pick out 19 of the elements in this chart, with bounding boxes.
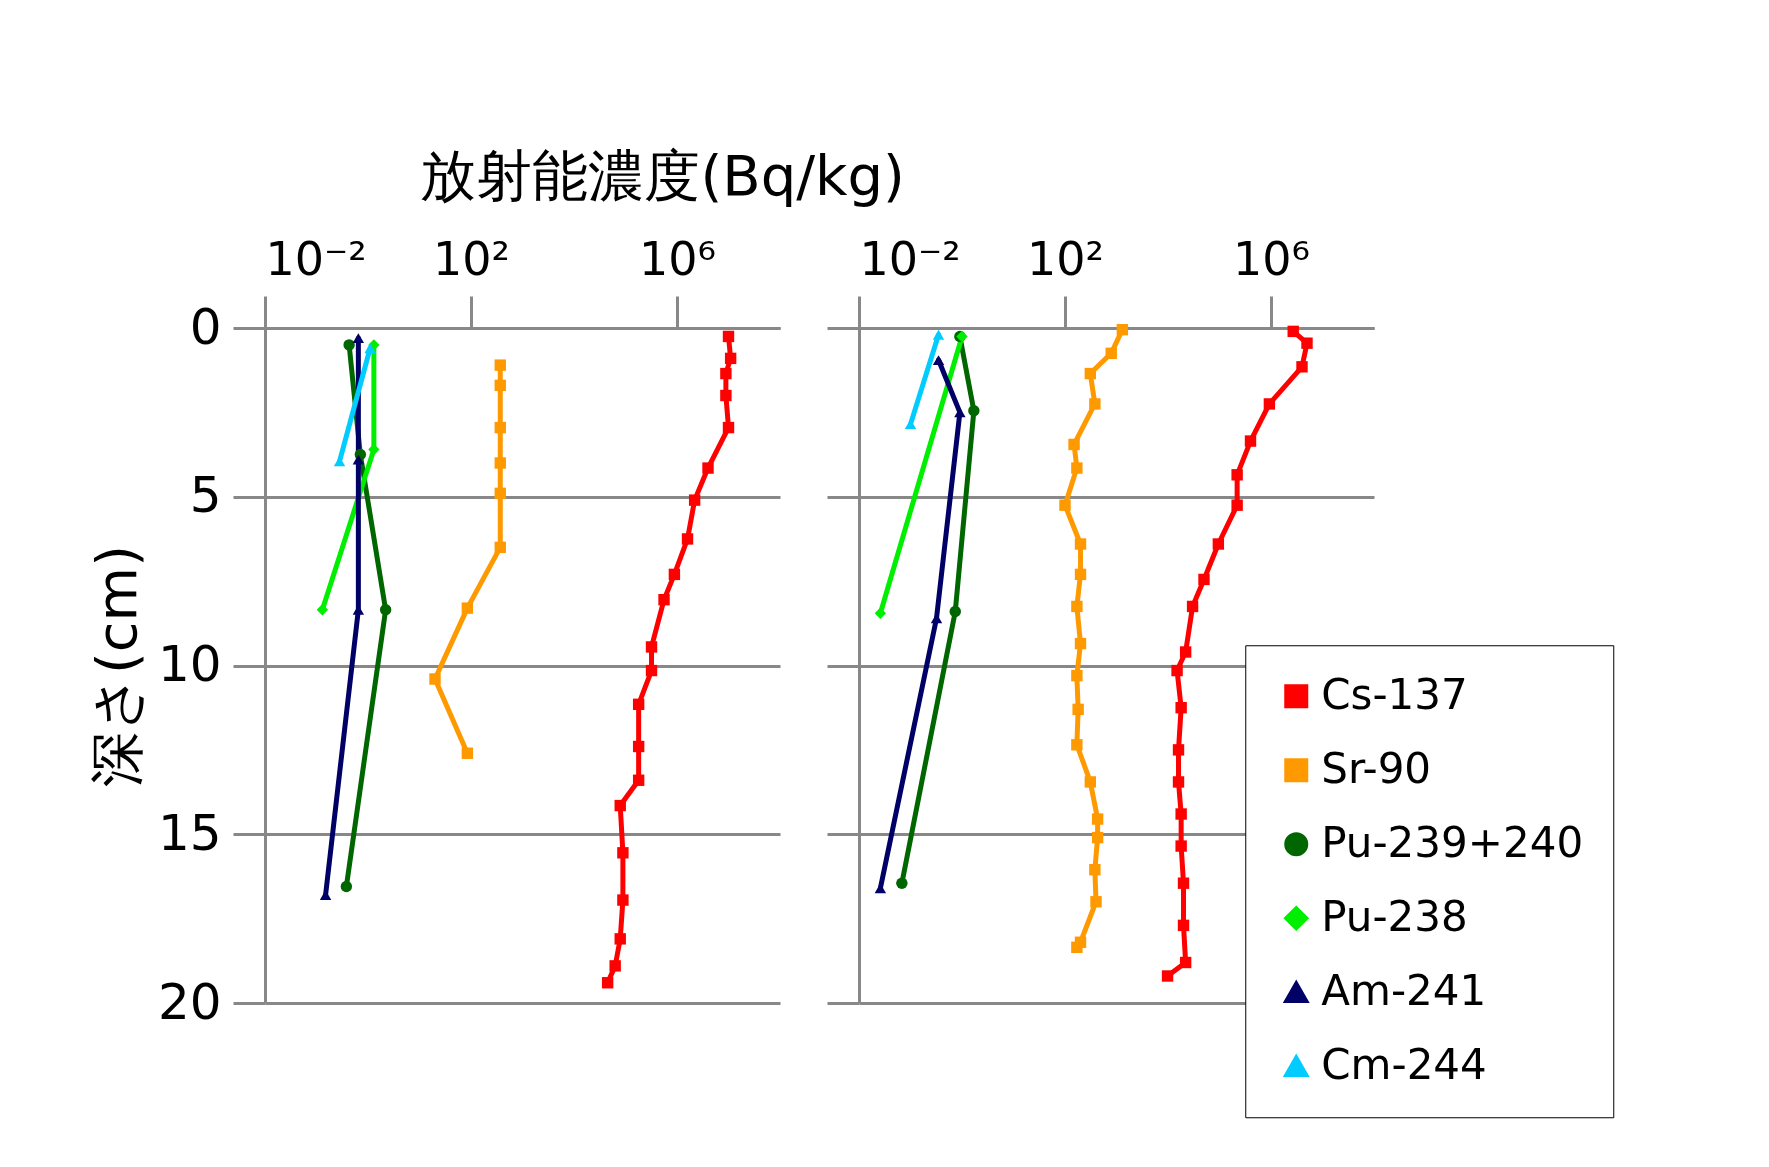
- chart-title: 放射能濃度(Bq/kg): [420, 143, 905, 208]
- legend-label: Am-241: [1321, 966, 1487, 1016]
- y-tick-label: 20: [157, 972, 222, 1031]
- x-tick-label: 10²: [433, 231, 510, 286]
- y-axis-title: 深さ(cm): [83, 544, 149, 788]
- legend-label: Cs-137: [1321, 670, 1468, 720]
- legend-label: Cm-244: [1321, 1040, 1487, 1090]
- x-tick-label: 10⁻²: [859, 231, 961, 286]
- y-tick-label: 0: [189, 297, 222, 356]
- x-tick-label: 10²: [1027, 231, 1104, 286]
- y-tick-label: 10: [157, 635, 222, 693]
- legend-label: Sr-90: [1321, 744, 1432, 794]
- x-tick-label: 10⁻²: [265, 231, 367, 286]
- y-tick-label: 15: [157, 803, 222, 862]
- legend-label: Pu-239+240: [1321, 818, 1584, 868]
- legend-label: Pu-238: [1321, 892, 1468, 942]
- x-tick-label: 10⁶: [1233, 231, 1310, 286]
- x-tick-label: 10⁶: [639, 231, 716, 286]
- y-tick-label: 5: [189, 466, 222, 525]
